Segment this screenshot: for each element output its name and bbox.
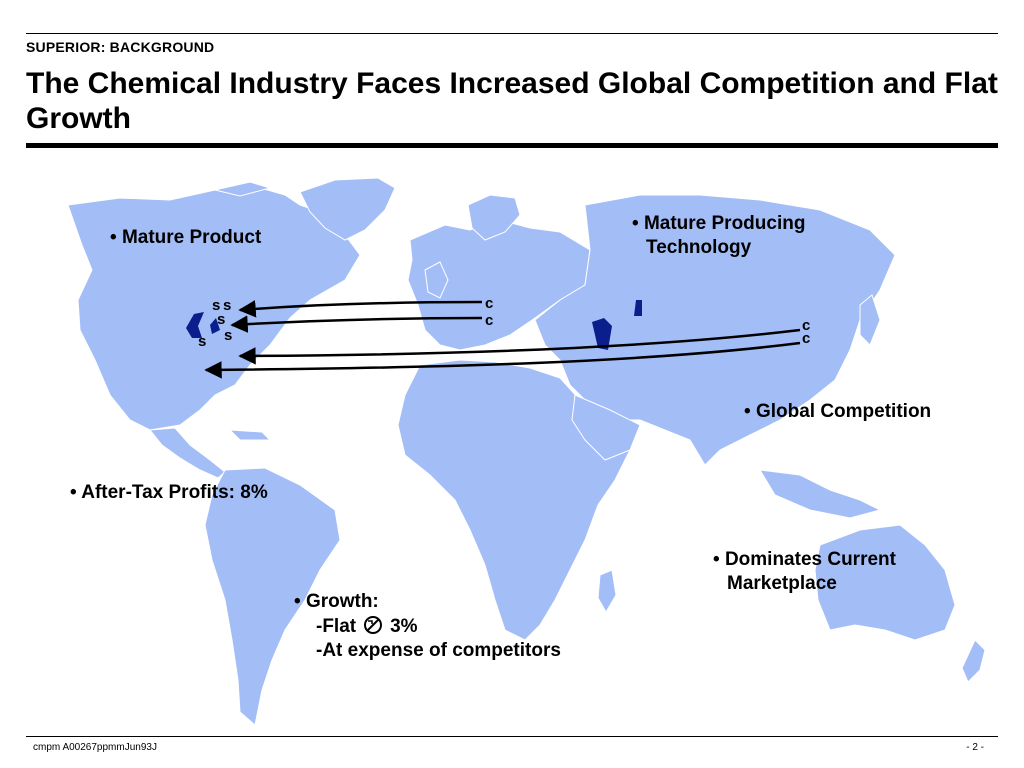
asia-region-marker xyxy=(634,300,642,316)
asia-region-marker xyxy=(592,318,612,350)
bullet-mature-product: • Mature Product xyxy=(110,227,262,248)
bullet-growth-label: Growth: xyxy=(305,591,379,612)
footer-document-id: cmpm A00267ppmmJun93J xyxy=(33,742,157,753)
bullet-mature-producing-line1: Mature Producing xyxy=(643,213,806,234)
competition-arrow xyxy=(238,328,801,365)
bullet-dominates: • Dominates Current Marketplace xyxy=(713,549,896,594)
growth-flat-line: -Flat 3% xyxy=(316,616,418,637)
bullet-after-tax-profits: • After-Tax Profits: 8% xyxy=(70,482,268,503)
bullet-growth: • Growth: -Flat 3% -At expense of competi… xyxy=(294,591,561,661)
arabia-landmass xyxy=(571,394,641,461)
japan-landmass xyxy=(859,294,881,346)
us-marker-s: s xyxy=(212,297,221,314)
footer-rule xyxy=(26,736,998,737)
bullet-global-competition-text: Global Competition xyxy=(755,401,932,422)
bullet-after-tax-profits-text: After-Tax Profits: 8% xyxy=(81,482,268,503)
competition-arrow xyxy=(204,341,801,379)
bullet-dominates-line1: Dominates Current xyxy=(724,549,896,570)
bullet-mature-product-text: Mature Product xyxy=(121,227,262,248)
bullet-dominates-line2: Marketplace xyxy=(727,573,837,594)
top-rule xyxy=(26,33,998,34)
asia-landmass xyxy=(534,194,896,466)
title-rule xyxy=(26,143,998,148)
us-region-marker xyxy=(186,312,204,338)
south-america-landmass xyxy=(204,467,341,726)
growth-expense-text: At expense of competitors xyxy=(322,640,561,661)
us-marker-s: s xyxy=(217,311,226,328)
us-marker-s: s xyxy=(198,333,207,350)
competitor-marker-c: c xyxy=(485,295,494,312)
competitor-marker-c: c xyxy=(485,312,494,329)
growth-flat-text: Flat xyxy=(322,616,357,637)
uk-landmass xyxy=(424,261,449,299)
australia-landmass xyxy=(814,524,956,641)
footer-page-number: - 2 - xyxy=(966,742,984,753)
southeast-asia-islands xyxy=(759,469,882,519)
bullet-global-competition: • Global Competition xyxy=(744,401,932,422)
madagascar-landmass xyxy=(597,569,617,613)
us-marker-s: s xyxy=(224,327,233,344)
growth-flat-value: 3% xyxy=(390,616,418,637)
competitor-marker-c: c xyxy=(802,317,811,334)
scandinavia-landmass xyxy=(467,194,521,241)
arctic-islands xyxy=(214,181,272,197)
negation-symbol-icon xyxy=(364,616,383,634)
competition-arrow xyxy=(230,315,483,333)
central-america-landmass xyxy=(149,427,226,479)
africa-landmass xyxy=(397,359,631,641)
caribbean-islands xyxy=(228,429,272,441)
growth-expense-line: -At expense of competitors xyxy=(316,640,561,661)
page-title: The Chemical Industry Faces Increased Gl… xyxy=(26,67,998,135)
new-zealand-landmass xyxy=(961,639,986,683)
competition-arrow xyxy=(238,300,483,318)
us-region-marker xyxy=(210,318,220,334)
us-marker-s: s xyxy=(223,297,232,314)
greenland-landmass xyxy=(299,177,396,241)
section-label: SUPERIOR: BACKGROUND xyxy=(26,39,215,55)
competitor-marker-c: c xyxy=(802,330,811,347)
bullet-mature-producing-line2: Technology xyxy=(646,237,752,258)
bullet-mature-producing: • Mature Producing Technology xyxy=(632,213,806,258)
